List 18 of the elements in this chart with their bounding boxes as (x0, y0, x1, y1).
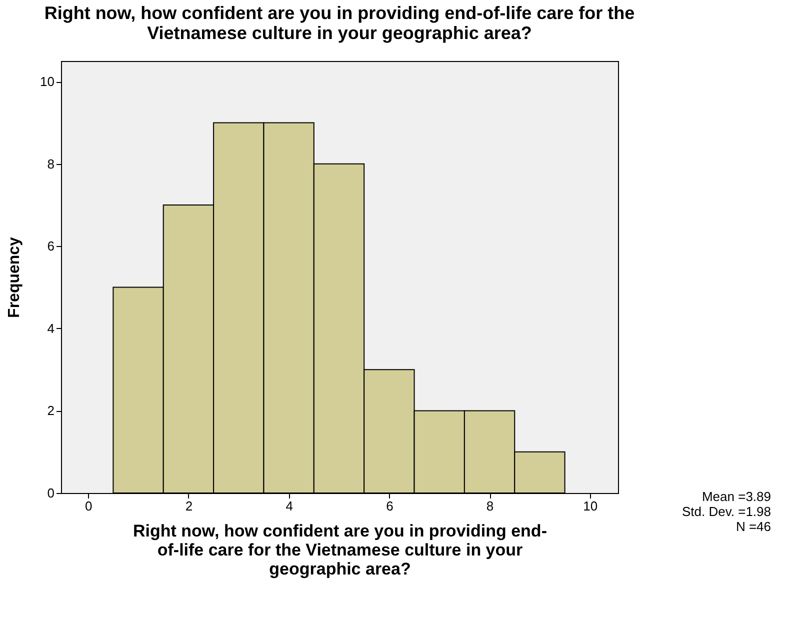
chart-title: Right now, how confident are you in providing end-of-life care for the Vietnamese culture in your geographic area? (44, 3, 635, 43)
x-tick-label: 8 (486, 498, 494, 514)
x-tick-label: 0 (84, 498, 92, 514)
text: Mean =3.89 (702, 489, 771, 504)
x-tick-label: 10 (583, 498, 598, 514)
y-tick-label: 8 (47, 156, 54, 172)
y-tick-label: 4 (47, 320, 54, 336)
y-tick-label: 2 (47, 403, 54, 418)
y-tick-label: 10 (40, 74, 54, 90)
y-axis-title: Frequency (6, 236, 24, 318)
text: Std. Dev. =1.98 (682, 504, 771, 519)
x-tick-label: 2 (185, 498, 193, 514)
x-tick-label: 6 (386, 498, 394, 514)
x-tick-label: 4 (286, 498, 293, 514)
y-tick-label: 0 (47, 486, 54, 500)
text: N =46 (736, 519, 771, 534)
y-tick-label: 6 (47, 238, 54, 254)
x-axis-title: Right now, how confident are you in providing end-of-life care for the Vietnamese culture in your geographic area? (133, 522, 547, 578)
